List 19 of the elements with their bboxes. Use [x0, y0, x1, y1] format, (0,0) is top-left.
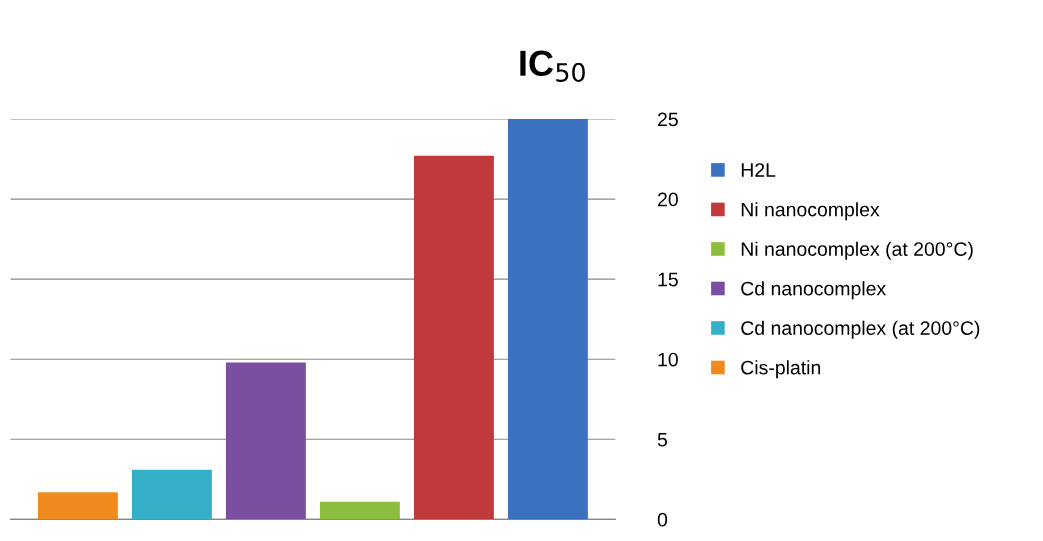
- y-tick-label: 10: [658, 352, 678, 367]
- legend-label: Cis-platin: [741, 360, 821, 379]
- bar: [413, 155, 494, 520]
- bar: [507, 119, 588, 520]
- bar: [319, 501, 400, 520]
- y-tick-label: 5: [657, 432, 668, 447]
- legend-label: Cd nanocomplex (at 200°C): [741, 320, 980, 339]
- legend-label: Ni nanocomplex (at 200°C): [741, 241, 973, 260]
- bar: [225, 362, 306, 520]
- legend-label: H2L: [741, 163, 776, 177]
- y-tick-label: 15: [658, 272, 678, 287]
- y-tick-label: 20: [658, 192, 678, 207]
- legend-label: Ni nanocomplex: [741, 202, 880, 221]
- bar: [37, 492, 118, 520]
- y-tick-label: 0: [657, 512, 668, 527]
- bar: [131, 469, 212, 520]
- y-tick-label: 25: [658, 112, 678, 127]
- chart-title: IC$_{50}$: [520, 50, 585, 82]
- legend-label: Cd nanocomplex: [741, 281, 886, 300]
